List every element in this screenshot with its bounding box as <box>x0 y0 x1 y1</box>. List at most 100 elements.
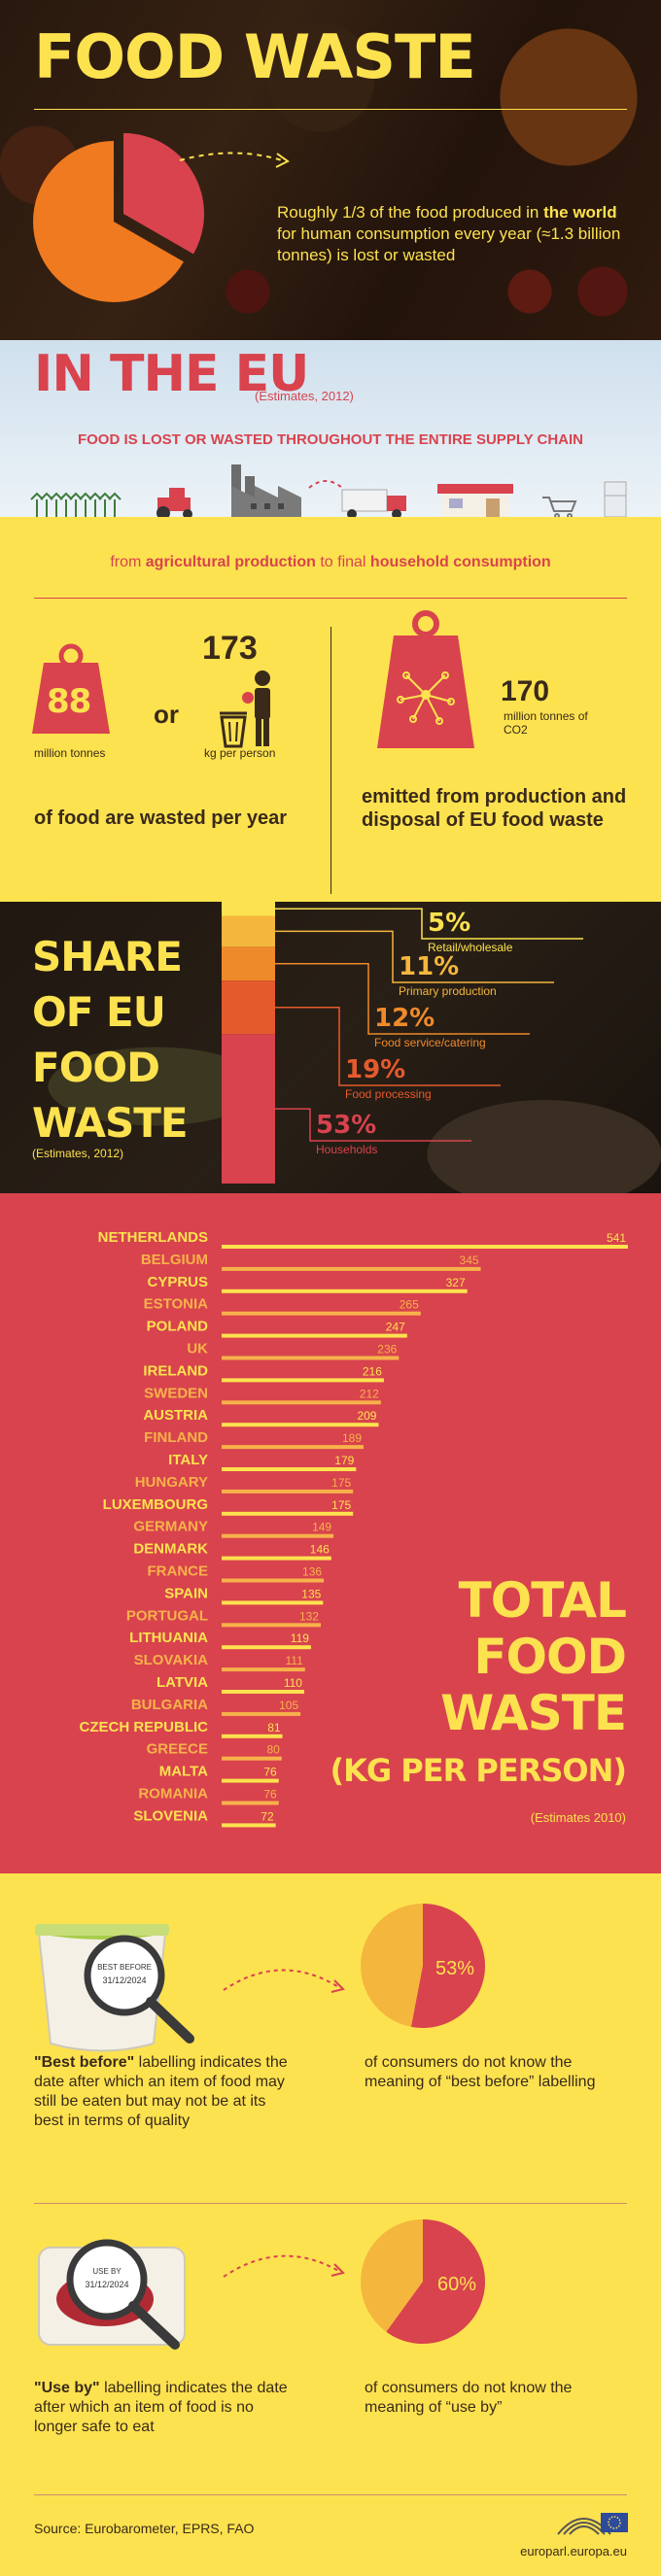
share-section: SHARE OF EU FOOD WASTE (Estimates, 2012)… <box>0 902 661 1193</box>
bar <box>222 1801 279 1805</box>
best-before-percent: 53% <box>435 1958 474 1979</box>
share-label: Primary production <box>399 984 497 998</box>
use-by-pie-caption: of consumers do not know the meaning of … <box>365 2380 573 2416</box>
arrow-head-icon <box>275 153 290 168</box>
footer: Source: Eurobarometer, EPRS, FAO europar… <box>0 2495 661 2576</box>
bar-value-label: 265 <box>400 1298 419 1312</box>
bar-category-label: CZECH REPUBLIC <box>79 1719 208 1735</box>
bar-value-label: 105 <box>279 1699 298 1712</box>
bar-category-label: MALTA <box>159 1764 208 1780</box>
factory-icon <box>231 464 301 517</box>
best-before-graphics: BEST BEFORE 31/12/2024 53% <box>35 1904 485 2052</box>
bar <box>222 1667 305 1672</box>
bar-category-label: POLAND <box>147 1319 209 1335</box>
source-note: Source: Eurobarometer, EPRS, FAO <box>34 2521 255 2536</box>
hero-text-post: for human consumption every year (≈1.3 b… <box>277 224 621 264</box>
co2-description: emitted from production and disposal of … <box>362 786 627 831</box>
share-percent: 19% <box>345 1055 405 1084</box>
weight-icon <box>32 643 110 734</box>
section-divider <box>34 598 627 599</box>
best-before-stamp: BEST BEFORE <box>97 1963 152 1972</box>
bar <box>222 1623 321 1628</box>
share-label: Households <box>316 1143 377 1156</box>
bar-category-label: SLOVAKIA <box>134 1652 209 1668</box>
bar-category-label: BULGARIA <box>131 1697 208 1713</box>
supply-chain-caption: from agricultural production to final ho… <box>0 527 661 602</box>
bar-category-label: DENMARK <box>133 1541 208 1558</box>
use-by-pie-slice <box>386 2219 485 2344</box>
magnifier-icon <box>66 2239 180 2350</box>
hero-statement: Roughly 1/3 of the food produced in the … <box>277 202 627 266</box>
per-person-value: 173 <box>202 630 258 667</box>
bar-value-label: 72 <box>261 1809 274 1823</box>
bar <box>222 1489 354 1494</box>
bar-category-label: GREECE <box>147 1741 208 1758</box>
hero-text-pre: Roughly 1/3 of the food produced in <box>277 203 544 222</box>
bar-category-label: UK <box>187 1341 208 1357</box>
bar-category-label: NETHERLANDS <box>98 1229 208 1246</box>
dashed-arrow <box>308 480 343 489</box>
bar <box>222 1288 468 1293</box>
share-segment <box>222 915 275 947</box>
chart-title-line: TOTAL <box>458 1572 627 1629</box>
share-title-line: FOOD <box>32 1044 160 1091</box>
bar-category-label: PORTUGAL <box>126 1607 208 1624</box>
pie-wasted-slice <box>123 133 205 255</box>
use-by-section: USE BY 31/12/2024 60% "Use by" labelling… <box>0 2204 661 2495</box>
bar <box>222 1333 407 1338</box>
bar-category-label: CYPRUS <box>147 1274 208 1290</box>
bar-value-label: 216 <box>363 1364 382 1378</box>
bar <box>222 1378 384 1383</box>
crops-icon <box>30 492 122 517</box>
bar <box>222 1311 421 1316</box>
co2-unit: million tonnes of CO2 <box>504 709 588 737</box>
bar-value-label: 119 <box>291 1631 309 1645</box>
world-food-pie <box>33 133 290 302</box>
chart-title: TOTAL FOOD WASTE <box>440 1572 627 1741</box>
bar-value-label: 110 <box>284 1676 302 1690</box>
bar-category-label: SPAIN <box>164 1585 208 1601</box>
bar-category-label: LATVIA <box>157 1674 208 1691</box>
supply-chain-illustration <box>30 464 627 520</box>
share-title-line: OF EU <box>32 988 166 1036</box>
bar-category-label: SLOVENIA <box>133 1807 208 1824</box>
share-segment <box>222 1034 275 1184</box>
bar-category-label: BELGIUM <box>141 1252 208 1268</box>
chart-subtitle: (KG PER PERSON) <box>330 1752 627 1789</box>
footer-url: europarl.europa.eu <box>520 2544 627 2559</box>
tonnes-value: 88 <box>47 682 91 721</box>
arrow-head-icon <box>330 2263 345 2277</box>
share-label: Food processing <box>345 1087 432 1101</box>
bar <box>222 1600 324 1605</box>
bar <box>222 1578 325 1583</box>
bar <box>222 1245 628 1249</box>
bar-value-label: 149 <box>312 1521 331 1534</box>
total-food-waste-section: NETHERLANDS 541 BELGIUM 345 CYPRUS 327 ESTONIA… <box>0 1193 661 1873</box>
bar-category-label: LITHUANIA <box>129 1630 208 1646</box>
bar <box>222 1511 354 1516</box>
best-before-pie-slice <box>411 1904 485 2028</box>
bar-value-label: 345 <box>460 1254 479 1267</box>
share-leader-line <box>275 908 583 940</box>
bar-category-label: AUSTRIA <box>143 1407 208 1424</box>
use-by-explanation: "Use by" labelling indicates the date af… <box>34 2379 292 2437</box>
bar <box>222 1734 283 1738</box>
waste-stats-section: 88 million tonnes or 173 kg per person 1… <box>0 602 661 894</box>
bar <box>222 1556 331 1561</box>
dashed-arrow <box>179 152 283 161</box>
share-title-line: SHARE <box>32 933 183 980</box>
magnifier-icon <box>84 1935 194 2044</box>
dashed-arrow <box>223 2254 341 2278</box>
bar-value-label: 236 <box>377 1343 397 1357</box>
bar-category-label: FINLAND <box>144 1429 208 1446</box>
best-before-pie-caption: of consumers do not know the meaning of … <box>365 2054 596 2090</box>
use-by-date: 31/12/2024 <box>85 2280 128 2289</box>
bar-category-label: HUNGARY <box>135 1474 208 1491</box>
share-photo-overlay <box>0 902 661 1193</box>
best-before-date: 31/12/2024 <box>102 1975 146 1985</box>
person-bin-icon <box>220 670 270 748</box>
share-leader-line <box>275 1108 471 1142</box>
bar-value-label: 189 <box>342 1431 362 1445</box>
bar-value-label: 135 <box>301 1587 321 1600</box>
chain-sentence: from agricultural production to final ho… <box>0 554 661 571</box>
